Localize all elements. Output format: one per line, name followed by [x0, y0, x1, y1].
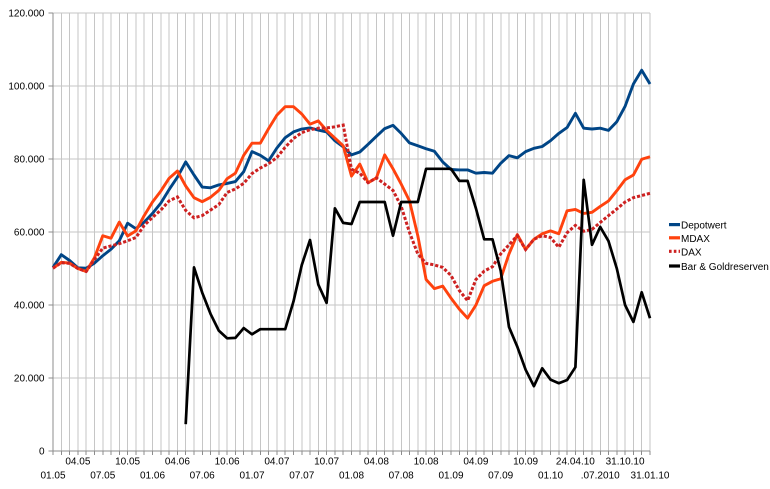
svg-text:01.09: 01.09 — [438, 471, 463, 482]
svg-text:10.05: 10.05 — [115, 457, 140, 468]
svg-text:10.08: 10.08 — [414, 457, 439, 468]
svg-text:01.08: 01.08 — [339, 471, 364, 482]
svg-text:04.09: 04.09 — [463, 457, 488, 468]
svg-text:10.06: 10.06 — [215, 457, 240, 468]
svg-text:01.10: 01.10 — [538, 471, 563, 482]
svg-text:100.000: 100.000 — [8, 81, 45, 92]
svg-text:40.000: 40.000 — [14, 301, 45, 312]
svg-text:120.000: 120.000 — [8, 8, 45, 19]
svg-text:01.06: 01.06 — [140, 471, 165, 482]
svg-text:10.09: 10.09 — [513, 457, 538, 468]
svg-text:MDAX: MDAX — [681, 234, 710, 245]
svg-text:Bar & Goldreserven: Bar & Goldreserven — [681, 262, 769, 273]
svg-text:DAX: DAX — [681, 247, 702, 258]
svg-text:04.07: 04.07 — [264, 457, 289, 468]
svg-text:07.09: 07.09 — [488, 471, 513, 482]
svg-text:.07.2010: .07.2010 — [581, 471, 620, 482]
svg-text:07.05: 07.05 — [90, 471, 115, 482]
svg-text:07.08: 07.08 — [389, 471, 414, 482]
svg-text:31.01.10: 31.01.10 — [631, 471, 670, 482]
svg-text:10.07: 10.07 — [314, 457, 339, 468]
svg-text:0: 0 — [39, 447, 45, 458]
svg-text:01.07: 01.07 — [239, 471, 264, 482]
svg-text:04.06: 04.06 — [165, 457, 190, 468]
svg-text:04.05: 04.05 — [65, 457, 90, 468]
svg-text:20.000: 20.000 — [14, 374, 45, 385]
svg-text:80.000: 80.000 — [14, 154, 45, 165]
svg-text:24.04.10: 24.04.10 — [556, 457, 595, 468]
svg-text:07.06: 07.06 — [190, 471, 215, 482]
svg-text:07.07: 07.07 — [289, 471, 314, 482]
svg-text:01.05: 01.05 — [40, 471, 65, 482]
svg-text:60.000: 60.000 — [14, 228, 45, 239]
svg-text:Depotwert: Depotwert — [681, 221, 727, 232]
svg-text:04.08: 04.08 — [364, 457, 389, 468]
svg-text:31.10.10: 31.10.10 — [606, 457, 645, 468]
